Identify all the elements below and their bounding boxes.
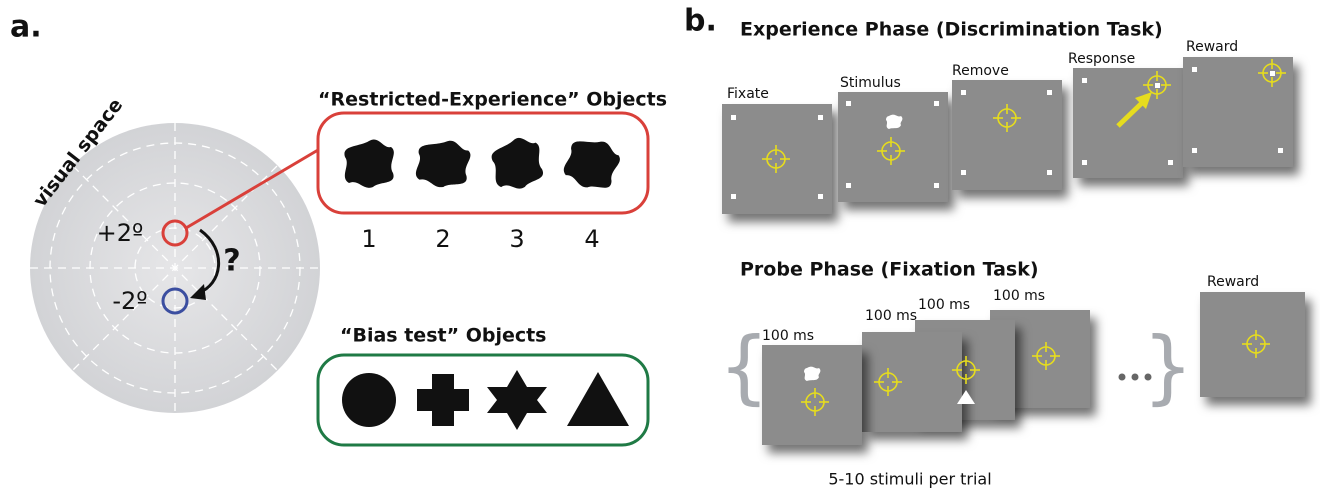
target [1155, 83, 1160, 88]
bias-box [316, 353, 650, 447]
question: ? [223, 244, 240, 279]
frame [1200, 292, 1305, 397]
target [1270, 71, 1275, 76]
group-title: “Bias test” Objects [340, 325, 547, 347]
frame-label: Response [1068, 51, 1135, 67]
object-number: 4 [584, 225, 599, 253]
stimulus [886, 114, 903, 129]
frame-label: Fixate [727, 86, 769, 102]
corner-dots [731, 67, 1283, 199]
panel-label: b. [684, 4, 717, 39]
field-grid [30, 123, 320, 413]
phase-title: Experience Phase (Discrimination Task) [740, 19, 1163, 41]
stimulus [957, 390, 975, 404]
brace: { [719, 320, 770, 413]
minus-label: -2º [112, 287, 147, 315]
frame-label: Remove [952, 63, 1009, 79]
phase-title: Probe Phase (Fixation Task) [740, 259, 1039, 281]
frame [722, 104, 832, 214]
lower-location [161, 287, 189, 315]
bias-objects [342, 370, 629, 430]
frame-label: Stimulus [840, 75, 901, 91]
connector [185, 148, 319, 230]
panel-label: a. [10, 10, 42, 45]
duration-label: 100 ms [918, 297, 970, 313]
frame-label: Reward [1186, 39, 1238, 55]
restricted-box [316, 111, 650, 215]
object-number: 1 [361, 225, 376, 253]
frame [952, 80, 1062, 190]
frame-label: Reward [1207, 274, 1259, 290]
ellipsis [1118, 373, 1152, 381]
duration-label: 100 ms [993, 288, 1045, 304]
arrow-head [190, 284, 206, 300]
object-number: 3 [509, 225, 524, 253]
upper-location [161, 219, 189, 247]
group-title: “Restricted-Experience” Objects [318, 89, 667, 111]
plus-label: +2º [97, 219, 144, 247]
frame [1073, 68, 1183, 178]
response-arrow-head [1135, 92, 1152, 109]
stimulus [804, 366, 821, 381]
brace: } [1143, 320, 1194, 413]
response-arrow [1116, 98, 1147, 128]
object-number: 2 [435, 225, 450, 253]
footer: 5-10 stimuli per trial [828, 470, 991, 489]
duration-label: 100 ms [865, 308, 917, 324]
frame [838, 92, 948, 202]
duration-label: 100 ms [762, 328, 814, 344]
frame [762, 345, 862, 445]
